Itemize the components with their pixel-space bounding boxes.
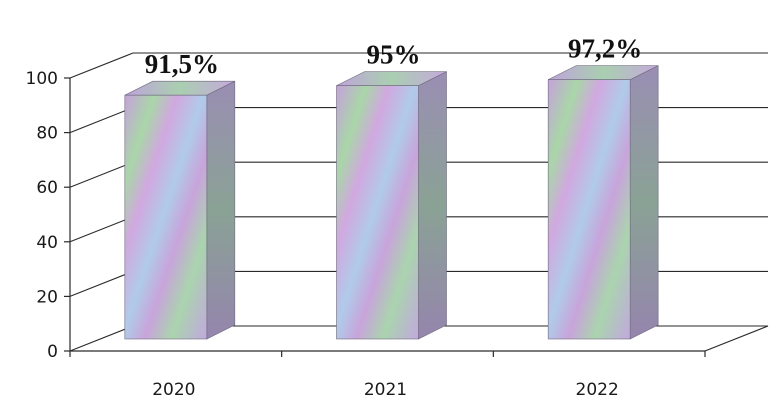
data-label: 97,2%: [568, 34, 642, 64]
y-tick-label: 60: [36, 178, 58, 198]
bar-2020: [124, 94, 208, 340]
gridline-100: [69, 52, 768, 79]
bar-side-2020: [206, 80, 236, 340]
x-category-label: 2020: [152, 380, 195, 398]
y-tick-label: 100: [26, 69, 58, 89]
x-category-label: 2022: [576, 380, 619, 398]
bars: [124, 65, 659, 340]
y-tick-label: 40: [36, 233, 58, 253]
y-tick-label: 0: [47, 342, 58, 362]
floor-right-edge: [704, 325, 769, 352]
y-tick-label: 20: [36, 287, 58, 307]
y-tick-label: 80: [36, 124, 58, 144]
data-label: 91,5%: [145, 49, 219, 79]
bar-2022: [547, 79, 631, 340]
data-labels: 91,5% 95% 97,2%: [145, 34, 643, 80]
data-label: 95%: [367, 40, 421, 70]
bar-side-2022: [629, 65, 659, 340]
axes: [64, 77, 769, 357]
bar-side-2021: [418, 71, 447, 340]
y-axis-ticks: 0 20 40 60 80 100: [26, 69, 58, 362]
x-category-label: 2021: [364, 380, 407, 398]
x-axis-categories: 2020 2021 2022: [152, 380, 619, 398]
bar-2021: [336, 85, 419, 340]
